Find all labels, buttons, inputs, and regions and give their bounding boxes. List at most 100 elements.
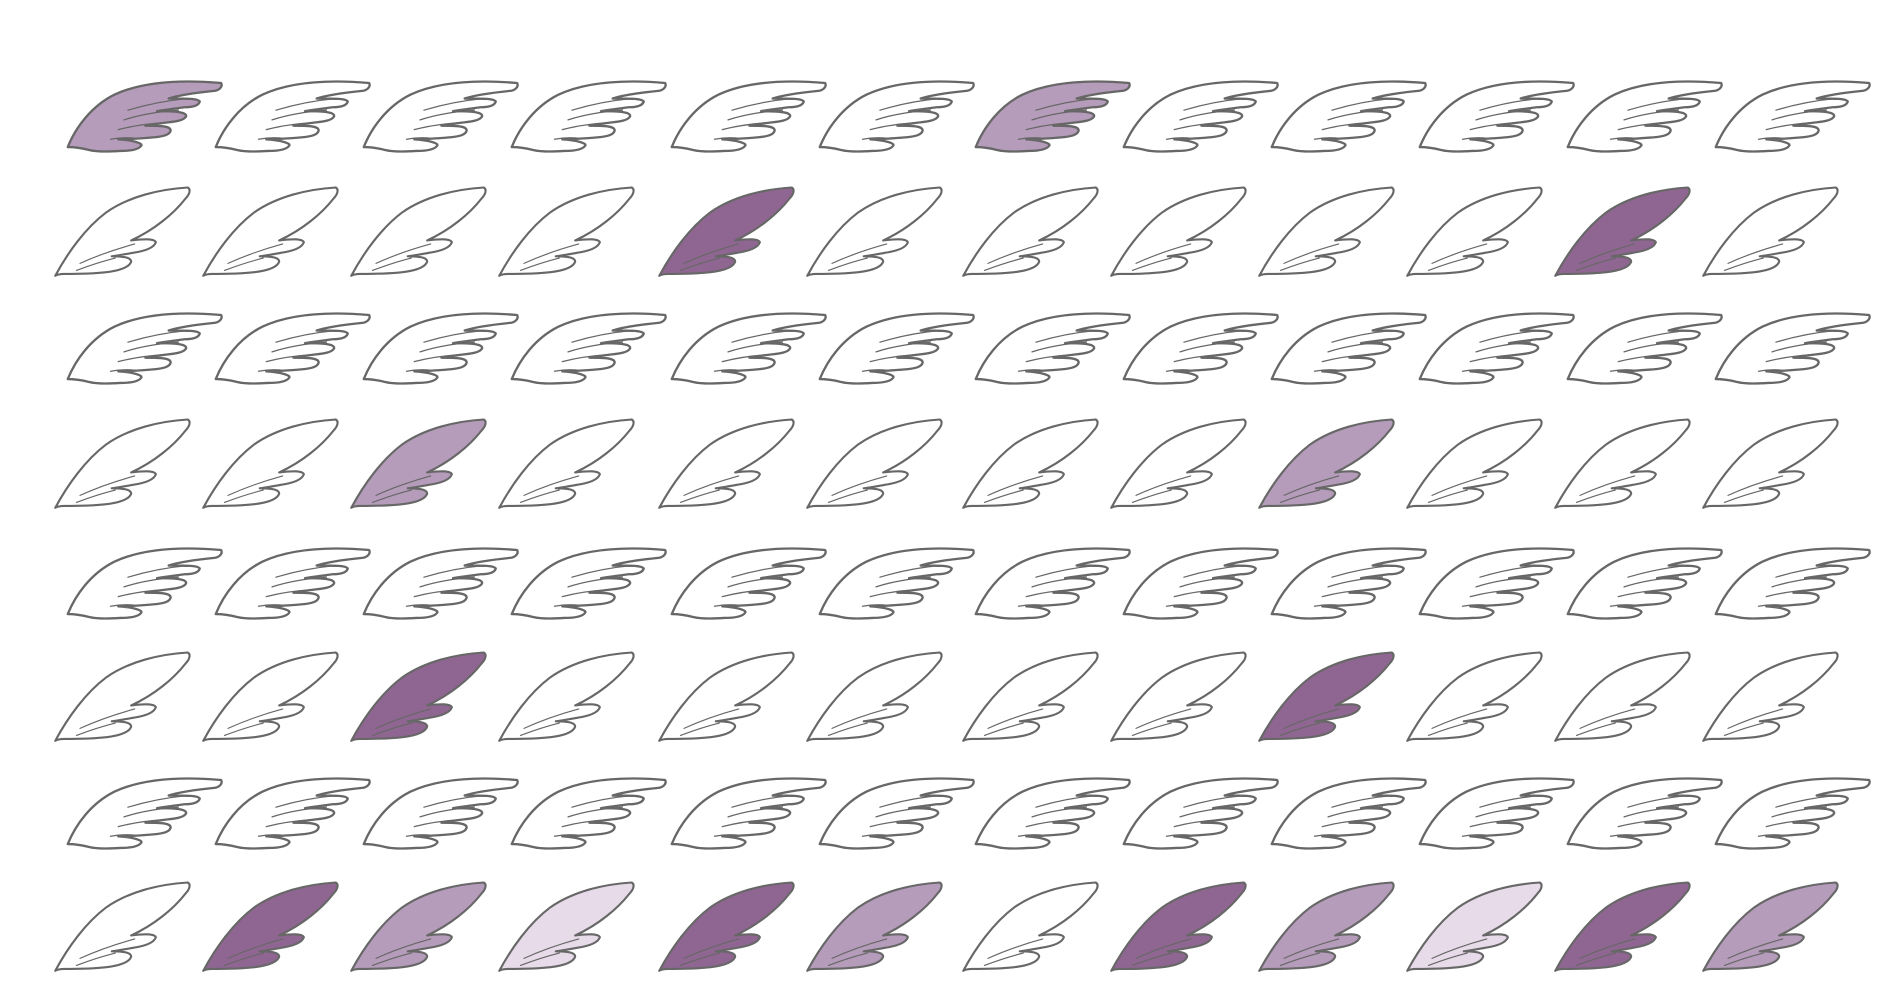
wing-shape — [510, 312, 667, 385]
wing-6-8 — [1110, 651, 1247, 742]
wing-shape — [1122, 312, 1279, 385]
wing-shape — [1714, 80, 1871, 153]
wing-3-3 — [362, 312, 519, 385]
wing-5-3 — [362, 547, 519, 620]
wing-shape — [214, 547, 371, 620]
wing-5-7 — [974, 547, 1131, 620]
wing-shape — [202, 418, 339, 509]
wing-1-10 — [1418, 80, 1575, 153]
wing-1-12 — [1714, 80, 1871, 153]
wing-shape — [1270, 312, 1427, 385]
wing-shape — [1110, 186, 1247, 277]
wing-3-7 — [974, 312, 1131, 385]
wing-shape — [1702, 651, 1839, 742]
wing-shape — [1406, 186, 1543, 277]
wing-shape — [1566, 312, 1723, 385]
wing-shape — [806, 651, 943, 742]
wing-shape — [1258, 418, 1395, 509]
wing-8-7 — [962, 881, 1099, 972]
wing-shape — [1418, 80, 1575, 153]
wing-shape — [1270, 547, 1427, 620]
wing-shape — [510, 547, 667, 620]
wing-8-2 — [202, 881, 339, 972]
wing-2-9 — [1258, 186, 1395, 277]
wing-8-12 — [1702, 881, 1839, 972]
wing-2-2 — [202, 186, 339, 277]
wing-shape — [54, 186, 191, 277]
wing-shape — [1418, 547, 1575, 620]
wing-shape — [962, 186, 1099, 277]
wing-shape — [1566, 777, 1723, 850]
wing-4-11 — [1554, 418, 1691, 509]
wing-1-7 — [974, 80, 1131, 153]
wing-3-11 — [1566, 312, 1723, 385]
wing-shape — [806, 418, 943, 509]
wing-2-3 — [350, 186, 487, 277]
wing-7-12 — [1714, 777, 1871, 850]
wing-2-5 — [658, 186, 795, 277]
wing-shape — [974, 547, 1131, 620]
wing-2-7 — [962, 186, 1099, 277]
wing-7-5 — [670, 777, 827, 850]
wing-shape — [1258, 651, 1395, 742]
wing-5-4 — [510, 547, 667, 620]
wing-shape — [1702, 881, 1839, 972]
wing-7-2 — [214, 777, 371, 850]
wing-6-6 — [806, 651, 943, 742]
wing-shape — [1258, 881, 1395, 972]
wing-shape — [962, 651, 1099, 742]
wing-shape — [962, 881, 1099, 972]
wing-8-6 — [806, 881, 943, 972]
wing-shape — [498, 881, 635, 972]
wing-shape — [1554, 186, 1691, 277]
wing-shape — [1554, 418, 1691, 509]
wing-6-11 — [1554, 651, 1691, 742]
wing-8-5 — [658, 881, 795, 972]
wing-8-3 — [350, 881, 487, 972]
wing-shape — [498, 418, 635, 509]
wing-shape — [658, 881, 795, 972]
wing-5-9 — [1270, 547, 1427, 620]
wing-8-8 — [1110, 881, 1247, 972]
wing-4-12 — [1702, 418, 1839, 509]
wing-shape — [1406, 881, 1543, 972]
wing-shape — [1122, 547, 1279, 620]
wing-shape — [362, 312, 519, 385]
wing-4-7 — [962, 418, 1099, 509]
wing-3-2 — [214, 312, 371, 385]
wing-3-1 — [66, 312, 223, 385]
wing-shape — [498, 651, 635, 742]
wing-1-6 — [818, 80, 975, 153]
wing-6-9 — [1258, 651, 1395, 742]
wing-shape — [818, 312, 975, 385]
wing-1-1 — [66, 80, 223, 153]
wing-shape — [350, 186, 487, 277]
wing-4-4 — [498, 418, 635, 509]
wing-7-3 — [362, 777, 519, 850]
wing-shape — [202, 186, 339, 277]
wing-2-6 — [806, 186, 943, 277]
wing-2-11 — [1554, 186, 1691, 277]
wing-shape — [66, 80, 223, 153]
wing-shape — [1418, 312, 1575, 385]
wing-shape — [974, 777, 1131, 850]
wing-shape — [1714, 547, 1871, 620]
wing-shape — [1702, 418, 1839, 509]
wing-shape — [1418, 777, 1575, 850]
wing-8-4 — [498, 881, 635, 972]
wing-5-8 — [1122, 547, 1279, 620]
wing-8-1 — [54, 881, 191, 972]
wing-shape — [1702, 186, 1839, 277]
wing-6-4 — [498, 651, 635, 742]
wing-shape — [1406, 418, 1543, 509]
wing-shape — [670, 312, 827, 385]
wing-6-3 — [350, 651, 487, 742]
wing-5-5 — [670, 547, 827, 620]
wing-shape — [214, 777, 371, 850]
wing-shape — [350, 418, 487, 509]
wing-1-4 — [510, 80, 667, 153]
wing-shape — [362, 80, 519, 153]
wing-7-11 — [1566, 777, 1723, 850]
wing-shape — [1554, 881, 1691, 972]
